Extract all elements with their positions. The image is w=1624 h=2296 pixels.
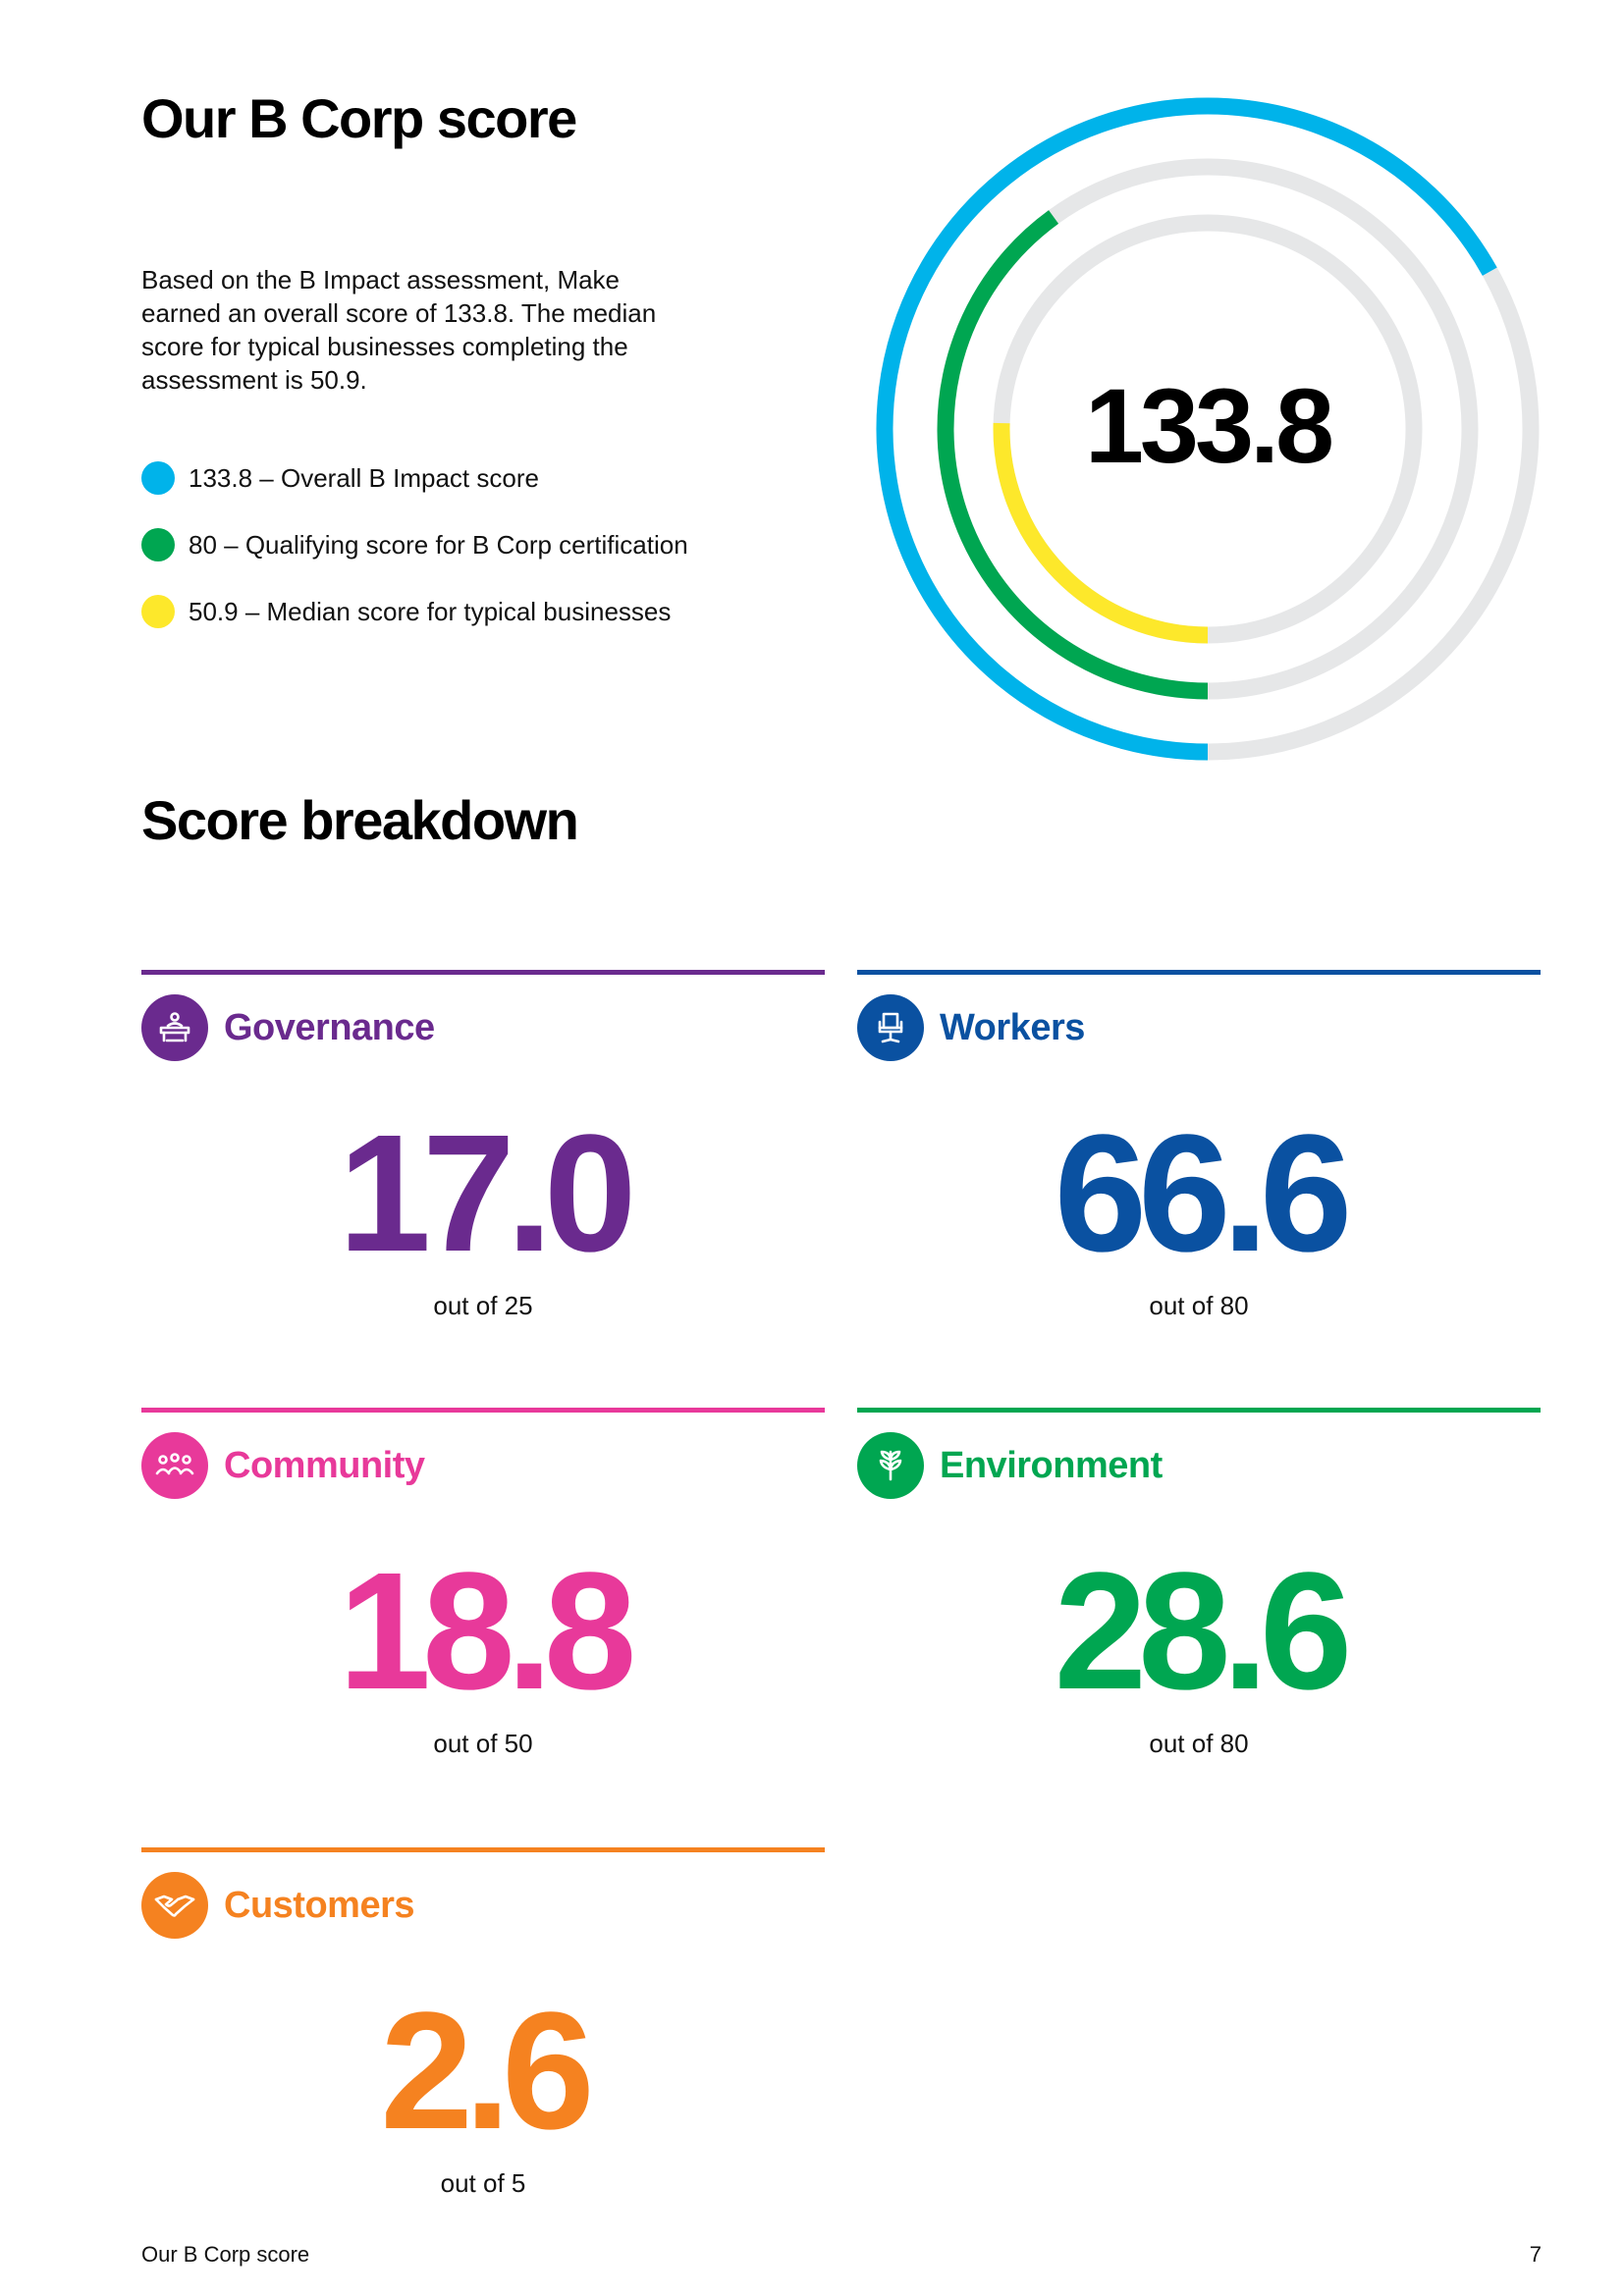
meeting-table-icon [141, 994, 208, 1061]
legend: 133.8 – Overall B Impact score 80 – Qual… [141, 461, 688, 628]
legend-label: 80 – Qualifying score for B Corp certifi… [189, 529, 688, 560]
category-score: 66.6 [1054, 1100, 1353, 1287]
ring-arc-3 [993, 422, 1209, 644]
footer-section-label: Our B Corp score [141, 2242, 310, 2267]
ring-arc-1 [876, 97, 1497, 761]
card-environment: Environment 28.6 out of 80 [857, 1408, 1541, 1759]
card-rule [141, 1847, 825, 1852]
legend-item-overall: 133.8 – Overall B Impact score [141, 461, 688, 495]
legend-item-median: 50.9 – Median score for typical business… [141, 595, 688, 628]
card-rule [141, 970, 825, 975]
category-label: Governance [224, 1006, 435, 1048]
chart-center-label: 133.8 [1084, 366, 1334, 485]
category-label: Customers [224, 1884, 415, 1926]
category-max: out of 80 [1149, 1729, 1249, 1758]
card-governance: Governance 17.0 out of 25 [141, 970, 825, 1321]
category-label: Environment [940, 1444, 1163, 1486]
card-customers: Customers 2.6 out of 5 [141, 1847, 825, 2199]
card-workers: Workers 66.6 out of 80 [857, 970, 1541, 1321]
plant-icon [857, 1432, 924, 1499]
category-max: out of 50 [433, 1729, 533, 1758]
handshake-icon [141, 1872, 208, 1939]
page-number: 7 [1529, 2242, 1542, 2267]
card-rule [141, 1408, 825, 1413]
legend-label: 50.9 – Median score for typical business… [189, 596, 672, 626]
office-chair-icon [857, 994, 924, 1061]
category-score: 28.6 [1054, 1538, 1353, 1725]
category-score: 17.0 [338, 1100, 637, 1287]
category-max: out of 25 [433, 1291, 533, 1320]
category-label: Workers [940, 1006, 1085, 1048]
page-title: Our B Corp score [141, 87, 577, 149]
ring-arc-2 [937, 210, 1209, 700]
category-score: 18.8 [338, 1538, 637, 1725]
legend-dot-icon [141, 528, 175, 561]
radial-chart [876, 97, 1540, 761]
category-max: out of 80 [1149, 1291, 1249, 1320]
intro-paragraph: Based on the B Impact assessment, Make e… [141, 265, 657, 395]
legend-dot-icon [141, 595, 175, 628]
legend-item-qualifying: 80 – Qualifying score for B Corp certifi… [141, 528, 688, 561]
category-max: out of 5 [440, 2168, 526, 2198]
legend-label: 133.8 – Overall B Impact score [189, 462, 539, 493]
legend-dot-icon [141, 461, 175, 495]
score-chart [864, 90, 1551, 768]
category-score: 2.6 [380, 1978, 594, 2164]
people-group-icon [141, 1432, 208, 1499]
card-community: Community 18.8 out of 50 [141, 1408, 825, 1759]
breakdown-title: Score breakdown [141, 789, 579, 851]
category-label: Community [224, 1444, 425, 1486]
card-rule [857, 970, 1541, 975]
card-rule [857, 1408, 1541, 1413]
